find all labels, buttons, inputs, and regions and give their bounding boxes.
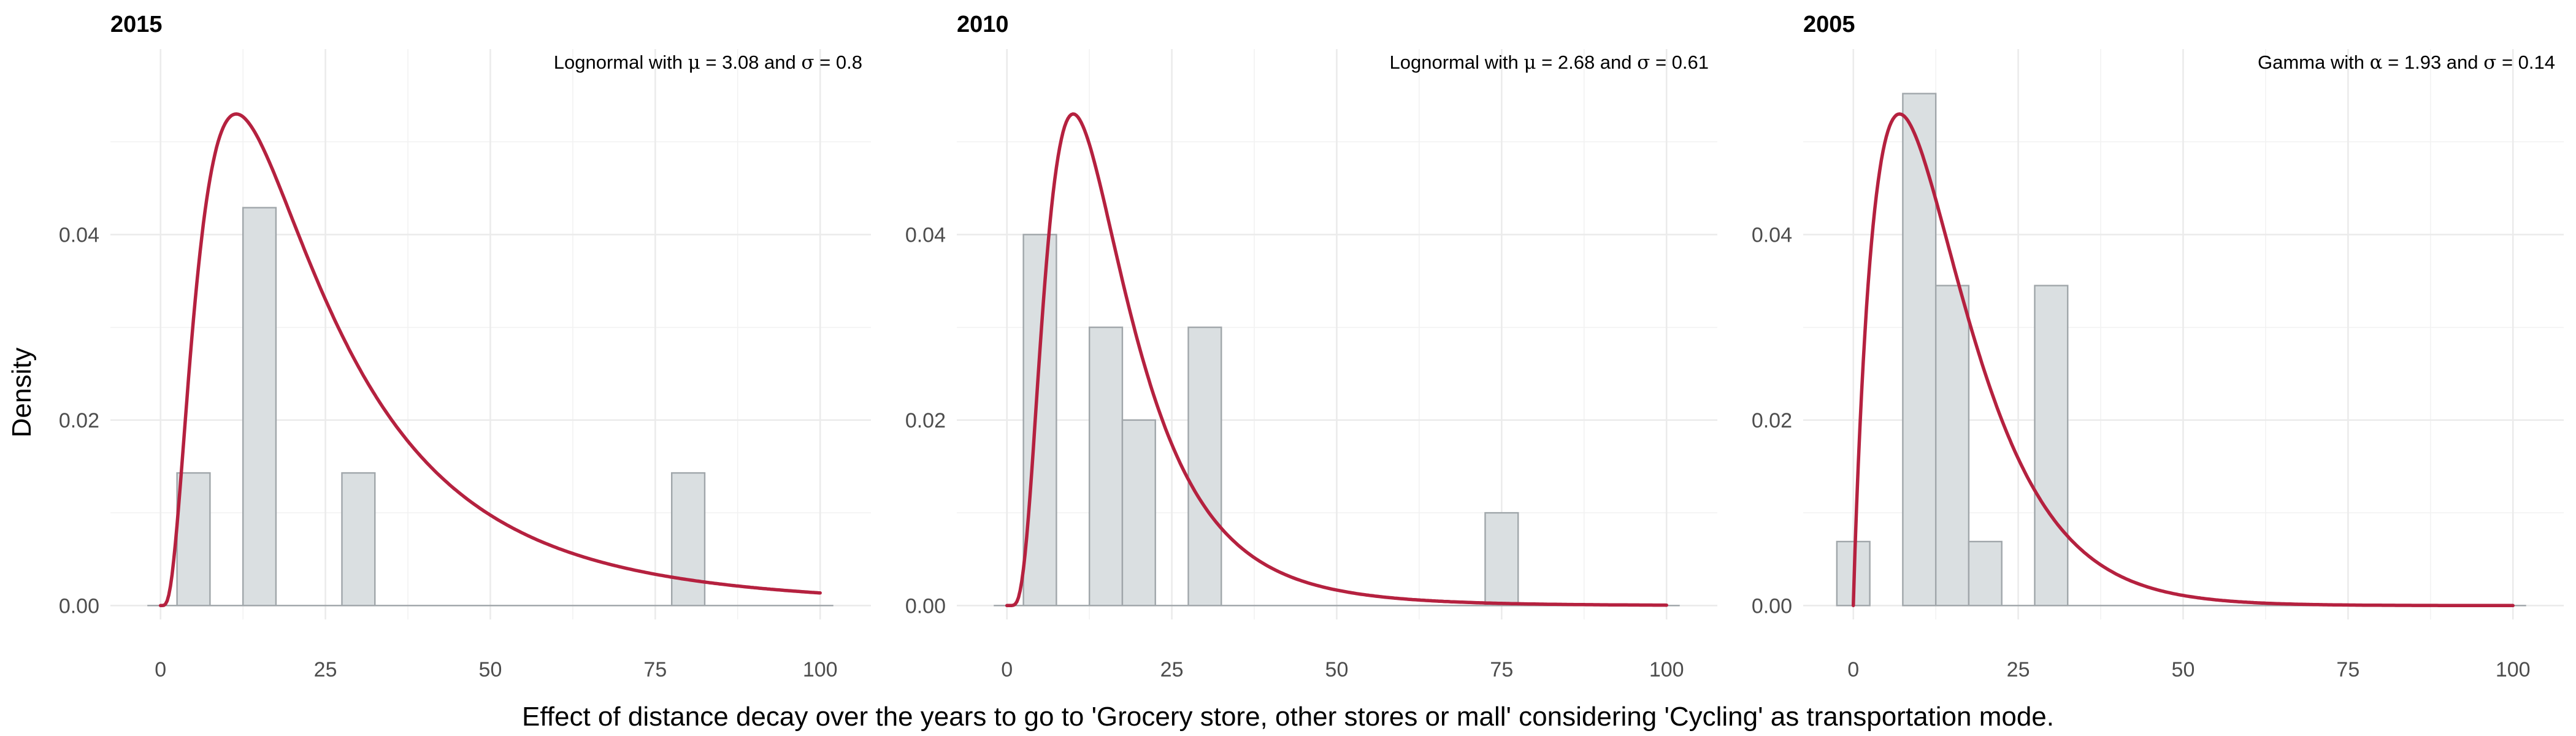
- density-curve: [1851, 112, 2515, 608]
- histogram-bar: [1934, 285, 1970, 607]
- panel-2010: 0 25 50 75 100 0.00 0.02 0.04 2010 Lognormal with…: [905, 12, 1717, 681]
- fit-annotation-part: = 0.61: [1650, 52, 1709, 73]
- y-tick-label: 0.00: [1752, 594, 1792, 618]
- histogram-bar: [1121, 419, 1156, 607]
- panels-group: 0 25 50 75 100 0.00 0.02 0.04 2015 Lognormal with…: [59, 12, 2564, 681]
- fit-annotation-part: σ: [2483, 52, 2496, 74]
- x-tick-label: 50: [1325, 658, 1349, 681]
- y-tick-label: 0.04: [59, 223, 99, 247]
- x-tick-label: 100: [2496, 658, 2531, 681]
- histogram-bar: [1968, 540, 2003, 607]
- fit-annotation-part: Lognormal with: [1390, 52, 1524, 73]
- fit-annotation-part: μ: [688, 52, 700, 74]
- y-tick-label: 0.00: [905, 594, 946, 618]
- fit-annotation-part: = 1.93 and: [2383, 52, 2484, 73]
- y-tick-label: 0.02: [1752, 409, 1792, 432]
- x-tick-label: 75: [643, 658, 667, 681]
- x-tick-label: 0: [155, 658, 166, 681]
- fit-annotation-part: Lognormal with: [554, 52, 688, 73]
- histogram-bar: [1088, 326, 1124, 607]
- x-tick-label: 25: [314, 658, 337, 681]
- x-tick-label: 100: [1649, 658, 1684, 681]
- fit-annotation-part: = 0.14: [2496, 52, 2555, 73]
- fit-annotation: Gamma with α = 1.93 and σ = 0.14: [2258, 52, 2555, 74]
- fit-annotation-part: Gamma with: [2258, 52, 2370, 73]
- fit-annotation: Lognormal with μ = 2.68 and σ = 0.61: [1390, 52, 1709, 74]
- panel-title: 2015: [110, 12, 163, 37]
- x-tick-label: 100: [803, 658, 838, 681]
- histogram-bar: [671, 472, 706, 607]
- y-tick-label: 0.00: [59, 594, 99, 618]
- histogram-bar: [341, 472, 376, 607]
- fit-annotation-part: α: [2370, 52, 2383, 74]
- panel-2005: 0 25 50 75 100 0.00 0.02 0.04 2005 Gamma with α =…: [1752, 12, 2564, 681]
- y-tick-label: 0.04: [1752, 223, 1792, 247]
- y-tick-label: 0.02: [59, 409, 99, 432]
- fit-annotation-part: σ: [1637, 52, 1650, 74]
- histogram-bar: [1484, 512, 1519, 607]
- fit-annotation-part: σ: [801, 52, 814, 74]
- fit-annotation: Lognormal with μ = 3.08 and σ = 0.8: [554, 52, 862, 74]
- y-tick-label: 0.02: [905, 409, 946, 432]
- fit-annotation-part: = 0.8: [815, 52, 862, 73]
- x-tick-label: 25: [1160, 658, 1184, 681]
- x-tick-label: 50: [479, 658, 502, 681]
- panel-2015: 0 25 50 75 100 0.00 0.02 0.04 2015 Lognormal with…: [59, 12, 871, 681]
- density-curve: [158, 112, 822, 608]
- fit-annotation-part: = 3.08 and: [700, 52, 802, 73]
- histogram-bar: [242, 207, 277, 607]
- histogram-bar: [1902, 93, 1937, 607]
- histogram-bar: [2034, 285, 2069, 607]
- y-axis-label: Density: [7, 348, 37, 438]
- histogram-bar: [1187, 326, 1222, 607]
- panel-title: 2005: [1803, 12, 1855, 37]
- histogram-bar: [1022, 234, 1057, 607]
- fit-annotation-part: = 2.68 and: [1536, 52, 1638, 73]
- density-curve: [1005, 112, 1668, 608]
- x-tick-label: 50: [2172, 658, 2195, 681]
- y-tick-label: 0.04: [905, 223, 946, 247]
- histogram-bar: [176, 472, 211, 607]
- x-tick-label: 0: [1001, 658, 1013, 681]
- x-axis-label: Effect of distance decay over the years …: [522, 702, 2054, 732]
- x-tick-label: 75: [1490, 658, 1513, 681]
- x-tick-label: 0: [1847, 658, 1859, 681]
- panel-title: 2010: [957, 12, 1009, 37]
- fit-annotation-part: μ: [1524, 52, 1536, 74]
- x-tick-label: 75: [2336, 658, 2359, 681]
- x-tick-label: 25: [2007, 658, 2030, 681]
